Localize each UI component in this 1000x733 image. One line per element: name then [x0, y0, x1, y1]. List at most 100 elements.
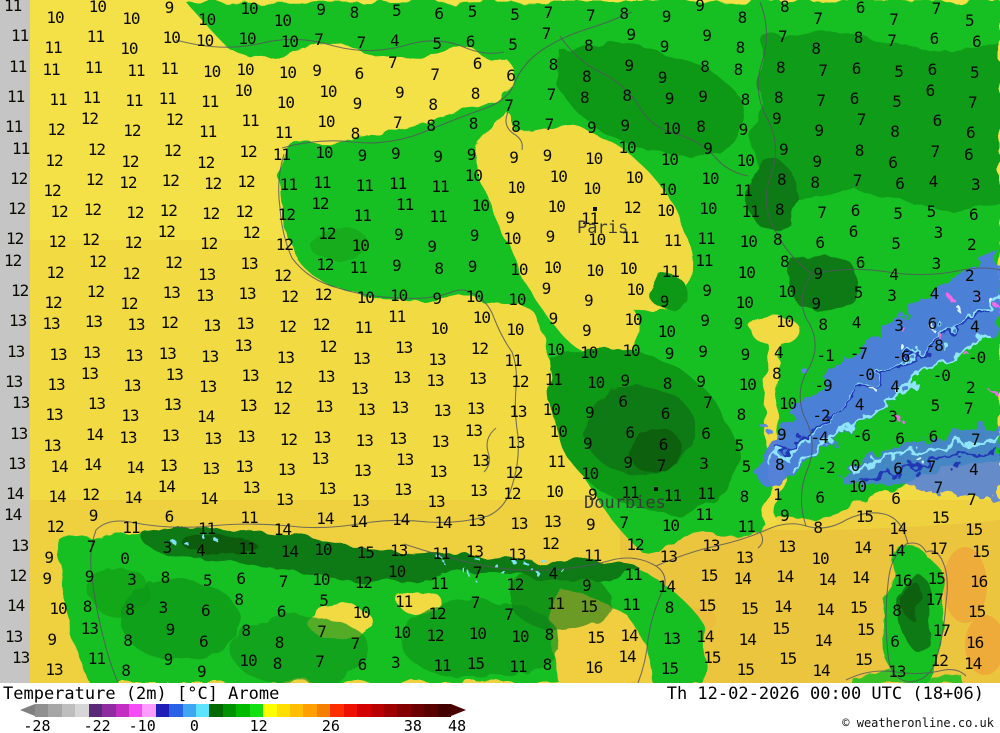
city-dot-icon — [654, 487, 658, 491]
temp-value: 7 — [968, 92, 978, 112]
temp-value: 11 — [87, 648, 106, 668]
temp-value: 9 — [695, 0, 705, 15]
temp-value: 6 — [618, 392, 628, 412]
temp-value: 7 — [816, 90, 826, 110]
colorbar-segment — [35, 704, 49, 717]
temp-value: 17 — [925, 590, 944, 610]
temp-value: 5 — [319, 591, 329, 611]
temp-value: 6 — [851, 58, 862, 78]
temp-value: 11 — [199, 122, 217, 142]
temp-value: 12 — [279, 429, 298, 449]
temp-value: 10 — [120, 39, 138, 59]
temp-value: 10 — [196, 31, 214, 51]
temp-value: 11 — [663, 486, 682, 506]
temp-value: 12 — [122, 263, 140, 283]
temp-value: 13 — [237, 426, 255, 446]
temp-value: 9 — [624, 55, 634, 75]
temp-value: 9 — [548, 309, 559, 329]
temp-value: 9 — [394, 225, 404, 245]
temp-value: 10 — [49, 599, 67, 619]
temp-value: 10 — [234, 80, 252, 100]
temp-value: 14 — [4, 505, 22, 525]
temp-value: 13 — [158, 343, 177, 363]
temp-value: 7 — [278, 572, 289, 591]
temp-value: 12 — [930, 650, 949, 670]
temp-value: 8 — [619, 4, 629, 23]
colorbar-segment — [263, 704, 277, 717]
temp-value: 5 — [926, 202, 937, 222]
temp-value: 6 — [928, 426, 939, 446]
temp-value: 9 — [84, 567, 95, 586]
temp-value: 13 — [391, 398, 409, 418]
temp-value: 9 — [738, 120, 749, 140]
temp-value: 5 — [970, 62, 980, 82]
colorbar-segment — [222, 704, 237, 717]
temp-value: 8 — [468, 114, 479, 134]
temp-value: 12 — [235, 202, 253, 222]
temp-value: 10 — [315, 142, 333, 162]
temp-value: 13 — [45, 659, 63, 679]
city-dot-icon — [593, 207, 597, 211]
temp-value: 10 — [464, 165, 483, 185]
temp-value: 12 — [311, 194, 329, 214]
temp-value: 14 — [157, 477, 176, 497]
temp-value: 10 — [779, 394, 797, 414]
temp-value: 10 — [278, 62, 297, 82]
temp-value: 9 — [696, 371, 706, 391]
temp-value: 8 — [700, 56, 710, 76]
temp-value: 7 — [388, 52, 398, 72]
colorbar-segment — [303, 704, 317, 717]
temp-value: 11 — [431, 176, 449, 196]
temp-value: 12 — [123, 121, 141, 141]
temp-value: 6 — [354, 63, 365, 83]
temp-value: 12 — [316, 254, 334, 274]
colorbar-segment — [236, 704, 250, 717]
temp-value: 13 — [9, 311, 27, 331]
temp-value: 4 — [548, 564, 559, 583]
temp-value: 9 — [395, 82, 405, 102]
temp-value: 13 — [80, 618, 99, 638]
temp-value: -6 — [852, 425, 871, 445]
temp-value: 14 — [316, 509, 334, 529]
temp-value: 11 — [158, 88, 177, 108]
temp-value: 7 — [619, 513, 629, 533]
temp-value: 14 — [733, 569, 752, 588]
temp-value: 9 — [582, 321, 592, 341]
temp-value: 12 — [242, 223, 260, 243]
temp-value: 10 — [430, 319, 448, 339]
temp-value: 6 — [701, 423, 711, 443]
temp-value: 10 — [319, 81, 337, 101]
colorbar-segment — [330, 704, 344, 717]
upland-greens — [90, 32, 1000, 683]
temp-value: 9 — [542, 145, 553, 165]
colorbar-segment — [249, 704, 264, 717]
temp-value: 12 — [237, 171, 255, 191]
temp-value: 13 — [433, 401, 451, 421]
temp-value: 6 — [969, 205, 979, 225]
temp-value: 10 — [738, 374, 757, 394]
temp-value: 14 — [889, 519, 907, 539]
temp-value: 6 — [890, 631, 900, 651]
temp-value: 12 — [43, 180, 61, 200]
temp-value: 13 — [429, 461, 447, 481]
temp-value: 14 — [818, 570, 836, 589]
temp-value: 10 — [657, 322, 676, 342]
temp-value: 7 — [813, 9, 823, 28]
temp-value: 5 — [892, 91, 902, 111]
temp-value: 13 — [45, 405, 63, 425]
colorbar-segment — [357, 704, 371, 717]
temp-value: 14 — [126, 457, 144, 477]
temp-value: 12 — [314, 285, 332, 304]
temp-value: 9 — [466, 144, 477, 164]
temp-value: 13 — [236, 314, 254, 334]
temp-value: 13 — [196, 286, 214, 305]
temp-value: 10 — [546, 339, 565, 359]
temp-value: 8 — [470, 83, 481, 103]
temp-value: 8 — [426, 116, 436, 136]
temp-value: 5 — [853, 283, 864, 302]
temperature-grid: 11 10 10 10 9 10 10 10 9 8 5 6 5 5 7 7 8 9 9 8 8 7 6 7 7 5 11 11 11 1… — [4, 0, 990, 679]
temp-value: 9 — [47, 629, 57, 649]
temp-value: 13 — [127, 315, 145, 335]
temp-value: 10 — [811, 548, 829, 568]
temp-value: 8 — [696, 117, 706, 137]
